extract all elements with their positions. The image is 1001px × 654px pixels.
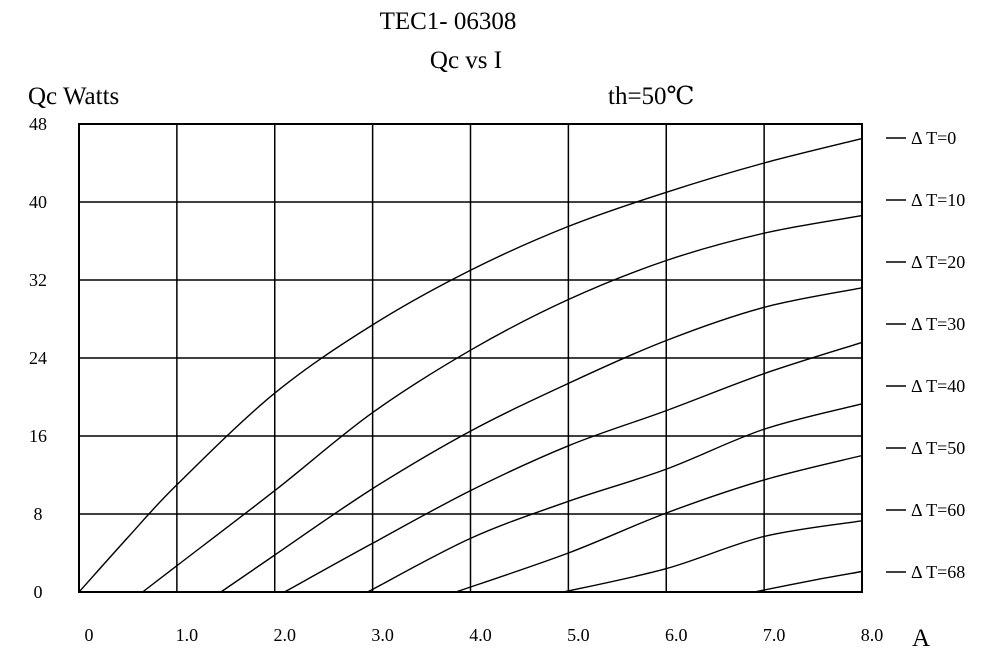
x-tick-label: 2.0	[274, 625, 297, 645]
legend-entry: Δ T=50	[911, 438, 965, 458]
y-tick-label: 40	[29, 192, 47, 212]
x-tick-labels: 0 1.0 2.0 3.0 4.0 5.0 6.0 7.0 8.0	[85, 625, 884, 645]
series-curve	[284, 341, 863, 593]
series-curve	[78, 137, 863, 593]
chart-title: TEC1- 06308	[380, 8, 517, 35]
series-curve	[142, 214, 863, 593]
x-tick-label: 6.0	[665, 625, 688, 645]
y-tick-label: 8	[34, 504, 43, 524]
grid	[78, 123, 863, 593]
x-tick-label: 5.0	[567, 625, 590, 645]
y-tick-label: 24	[29, 348, 47, 368]
x-tick-label: 0	[85, 625, 94, 645]
series-curve	[754, 570, 863, 593]
x-tick-label: 7.0	[763, 625, 786, 645]
legend-entry: Δ T=30	[911, 314, 965, 334]
legend-entry: Δ T=60	[911, 500, 965, 520]
legend-entry: Δ T=0	[911, 128, 956, 148]
series-curves	[78, 137, 863, 593]
series-curve	[563, 520, 863, 593]
series-curve	[367, 403, 863, 593]
chart-subtitle: Qc vs I	[430, 47, 502, 74]
series-curve	[220, 287, 863, 593]
y-tick-label: 32	[29, 270, 47, 290]
y-tick-label: 16	[29, 426, 47, 446]
y-tick-labels: 0 8 16 24 32 40 48	[29, 114, 47, 602]
condition-annotation: th=50℃	[608, 83, 695, 110]
legend: Δ T=0 Δ T=10 Δ T=20 Δ T=30 Δ T=40 Δ T=50 Δ T=6…	[886, 128, 965, 582]
x-tick-label: 8.0	[861, 625, 884, 645]
series-curve	[455, 454, 863, 593]
y-axis-label: Qc Watts	[28, 83, 119, 110]
plot-border	[78, 123, 863, 593]
plot-frame	[78, 123, 863, 593]
x-axis-unit-label: A	[912, 625, 930, 652]
legend-entry: Δ T=20	[911, 252, 965, 272]
legend-entry: Δ T=10	[911, 190, 965, 210]
legend-entry: Δ T=68	[911, 562, 965, 582]
y-tick-label: 0	[34, 582, 43, 602]
legend-entry: Δ T=40	[911, 376, 965, 396]
x-tick-label: 1.0	[176, 625, 199, 645]
y-tick-label: 48	[29, 114, 47, 134]
x-tick-label: 3.0	[371, 625, 394, 645]
x-tick-label: 4.0	[469, 625, 492, 645]
